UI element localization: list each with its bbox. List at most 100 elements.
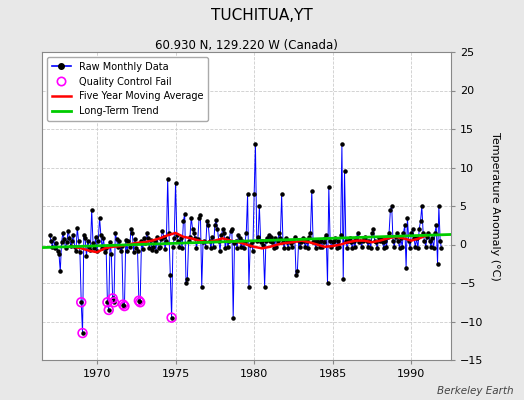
Point (406, 245, 414, 252)
Point (103, 299, 112, 306)
Point (170, 235, 179, 242)
Point (262, 238, 270, 244)
Point (260, 284, 269, 290)
Point (418, 203, 426, 209)
Point (204, 222, 212, 228)
Point (425, 238, 434, 244)
Point (133, 248, 141, 254)
Point (438, 245, 446, 252)
Point (391, 234, 400, 240)
Point (335, 244, 344, 250)
Point (287, 240, 295, 246)
Point (306, 230, 314, 236)
Point (59, 230, 67, 236)
Point (149, 244, 157, 250)
Point (174, 238, 182, 244)
Point (156, 244, 164, 250)
Point (102, 244, 110, 251)
Point (345, 235, 354, 242)
Point (316, 238, 325, 244)
Point (419, 230, 427, 236)
Point (267, 234, 275, 240)
Point (431, 230, 439, 236)
Point (432, 222, 440, 228)
Point (257, 239, 265, 245)
Point (139, 246, 147, 252)
Point (294, 238, 303, 244)
Point (178, 245, 187, 252)
Point (82, 253, 91, 259)
Point (433, 260, 442, 267)
Point (368, 230, 376, 236)
Point (72, 248, 80, 254)
Point (245, 284, 253, 290)
Point (324, 184, 333, 190)
Point (436, 238, 444, 244)
Point (52, 240, 61, 246)
Point (232, 238, 240, 244)
Point (203, 218, 211, 225)
Point (100, 235, 108, 242)
Point (331, 235, 340, 242)
Point (344, 238, 353, 244)
Point (213, 226, 222, 232)
Point (217, 232, 226, 238)
Legend: Raw Monthly Data, Quality Control Fail, Five Year Moving Average, Long-Term Tren: Raw Monthly Data, Quality Control Fail, … (47, 57, 208, 121)
Point (205, 238, 214, 244)
Point (199, 239, 207, 245)
Point (104, 307, 113, 313)
Point (372, 239, 380, 245)
Point (315, 244, 324, 250)
Point (211, 222, 219, 228)
Point (98, 245, 106, 252)
Point (266, 238, 274, 244)
Point (186, 234, 194, 240)
Point (88, 207, 96, 213)
Point (85, 244, 93, 250)
Title: 60.930 N, 129.220 W (Canada): 60.930 N, 129.220 W (Canada) (155, 39, 337, 52)
Point (90, 245, 99, 252)
Point (94, 238, 102, 245)
Point (107, 250, 116, 257)
Point (385, 230, 393, 236)
Point (128, 230, 136, 236)
Point (329, 239, 337, 245)
Point (332, 245, 341, 252)
Point (258, 238, 266, 244)
Point (148, 247, 156, 253)
Point (150, 238, 159, 244)
Point (320, 239, 328, 245)
Point (359, 238, 367, 244)
Point (383, 244, 391, 250)
Point (290, 234, 299, 240)
Point (269, 245, 278, 252)
Point (351, 244, 359, 250)
Point (86, 247, 94, 253)
Point (360, 235, 368, 242)
Point (222, 235, 231, 242)
Point (350, 238, 358, 244)
Point (114, 244, 122, 250)
Point (340, 168, 348, 174)
Point (414, 245, 422, 252)
Point (322, 232, 330, 238)
Point (238, 238, 246, 244)
Point (292, 272, 300, 278)
Point (215, 238, 223, 244)
Point (336, 232, 345, 238)
Point (407, 230, 416, 236)
Point (364, 244, 372, 250)
Point (57, 239, 66, 245)
Point (402, 264, 410, 271)
Point (251, 141, 259, 148)
Point (116, 248, 125, 254)
Point (95, 214, 104, 221)
Point (300, 238, 308, 244)
Point (279, 239, 287, 245)
Point (321, 235, 329, 242)
Point (49, 235, 58, 242)
Point (229, 314, 237, 321)
Point (77, 299, 85, 306)
Point (246, 241, 254, 248)
Point (314, 239, 322, 245)
